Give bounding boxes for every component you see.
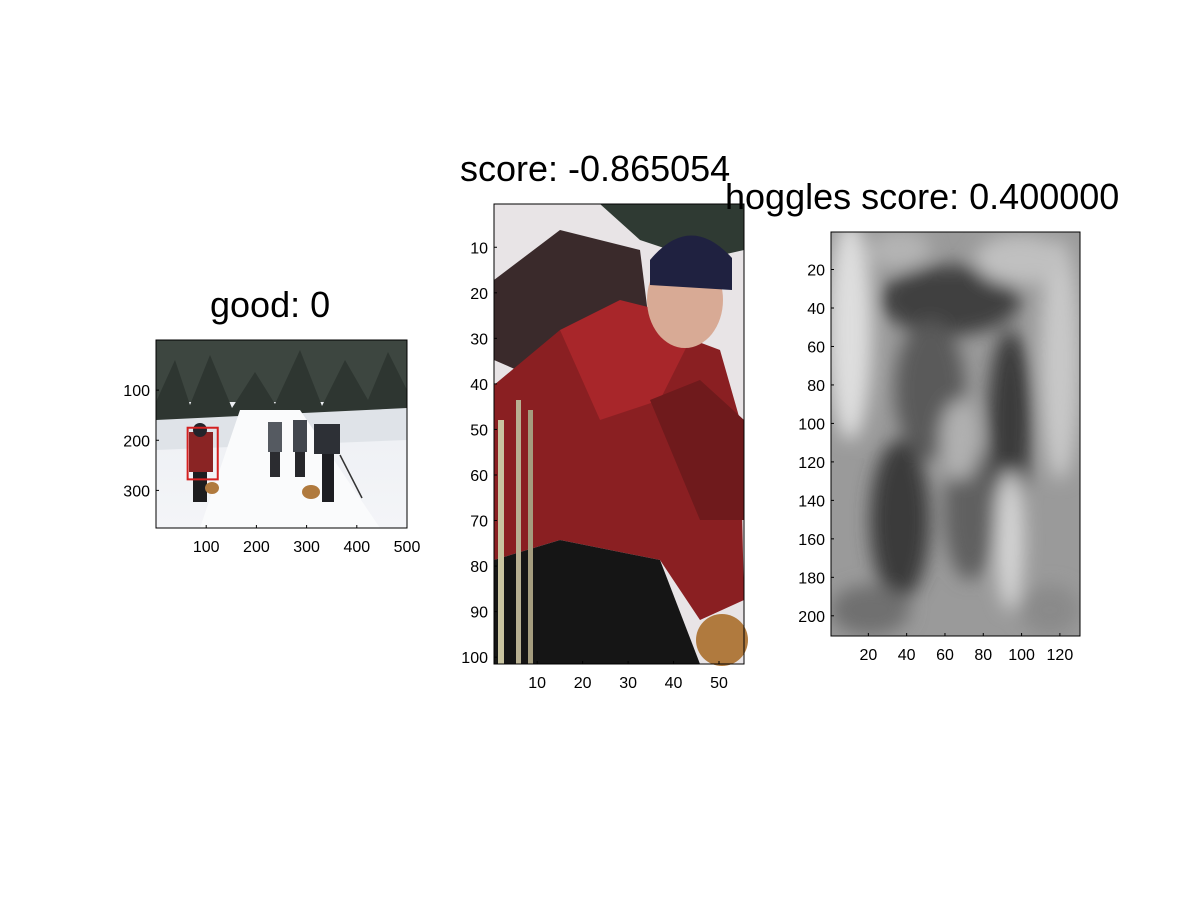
x-tick-label: 30 [619,675,637,692]
panel2-photo [494,204,748,666]
x-tick-label: 120 [1047,647,1074,664]
y-tick-label: 60 [807,339,825,356]
x-tick-label: 20 [574,675,592,692]
x-tick-label: 100 [1008,647,1035,664]
y-tick-label: 100 [123,383,150,400]
x-tick-label: 300 [293,539,320,556]
y-tick-label: 40 [807,301,825,318]
x-tick-label: 40 [665,675,683,692]
y-tick-label: 20 [470,286,488,303]
x-tick-label: 200 [243,539,270,556]
x-tick-label: 500 [394,539,421,556]
y-tick-label: 50 [470,422,488,439]
panel3-title: hoggles score: 0.400000 [725,176,1120,217]
panel1-photo [156,340,407,528]
y-tick-label: 200 [123,433,150,450]
y-tick-label: 120 [798,455,825,472]
x-tick-label: 50 [710,675,728,692]
y-tick-label: 30 [470,331,488,348]
y-tick-label: 20 [807,263,825,280]
x-tick-label: 100 [193,539,220,556]
y-tick-label: 180 [798,570,825,587]
x-tick-label: 60 [936,647,954,664]
panel3-axes-frame [830,231,1081,637]
panel2-axes-frame [493,203,745,665]
panel1-axes-frame [155,339,408,529]
y-tick-label: 70 [470,514,488,531]
x-tick-label: 10 [528,675,546,692]
y-tick-label: 90 [470,605,488,622]
detection-box [186,426,219,481]
y-tick-label: 100 [798,416,825,433]
y-tick-label: 200 [798,609,825,626]
x-tick-label: 400 [343,539,370,556]
y-tick-label: 100 [461,650,488,667]
y-tick-label: 10 [470,240,488,257]
panel1-title: good: 0 [210,284,331,325]
panel2-title: score: -0.865054 [460,148,731,189]
y-tick-label: 160 [798,532,825,549]
y-tick-label: 140 [798,493,825,510]
y-tick-label: 40 [470,377,488,394]
y-tick-label: 300 [123,483,150,500]
y-tick-label: 80 [470,559,488,576]
hoggles-heatmap [831,232,1080,636]
x-tick-label: 40 [898,647,916,664]
y-tick-label: 60 [470,468,488,485]
x-tick-label: 80 [974,647,992,664]
x-tick-label: 20 [859,647,877,664]
y-tick-label: 80 [807,378,825,395]
